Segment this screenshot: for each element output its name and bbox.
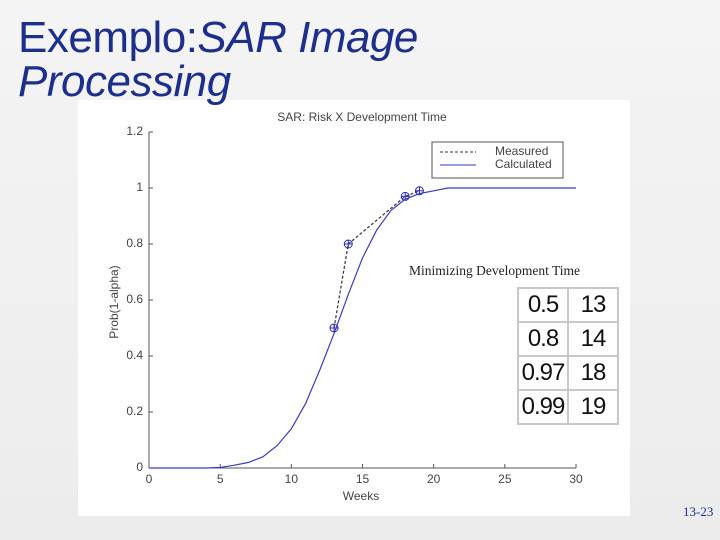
legend-label: Calculated [495,157,552,171]
x-tick-label: 15 [356,472,370,486]
x-tick-label: 5 [217,472,224,486]
y-axis-label: Prob(1-alpha) [107,265,121,338]
table-row: 0.8 14 [517,321,619,357]
marker-plus [344,240,353,248]
y-tick-label: 0 [136,460,143,474]
x-tick-label: 10 [285,472,299,486]
legend-label: Measured [495,144,548,158]
slide-title: Exemplo:SAR Image Processing [18,16,508,104]
x-axis-label: Weeks [343,489,379,503]
x-tick-label: 30 [569,472,583,486]
legend-box [431,141,564,179]
marker [343,239,353,249]
data-table: 0.5 13 0.8 14 0.97 18 0.99 19 [517,287,619,425]
x-tick-label: 25 [498,472,512,486]
table-cell: 19 [567,389,619,425]
table-cell: 13 [567,287,619,323]
table-cell: 18 [567,355,619,391]
x-tick-label: 0 [146,472,153,486]
table-row: 0.97 18 [517,355,619,391]
title-text: SAR Image Processing [18,13,418,106]
series-line [149,187,576,469]
table-row: 0.99 19 [517,389,619,425]
table-row: 0.5 13 [517,287,619,323]
chart-title: SAR: Risk X Development Time [277,110,447,124]
table-cell: 0.97 [517,355,569,391]
y-tick-label: 0.2 [126,404,143,418]
series-line [333,190,420,329]
y-tick-label: 0.6 [126,292,143,306]
table-cell: 0.8 [517,321,569,357]
table-cell: 0.99 [517,389,569,425]
y-tick-label: 1 [136,180,143,194]
annotation: Minimizing Development Time [409,263,580,278]
y-tick-label: 1.2 [126,124,143,138]
table-cell: 0.5 [517,287,569,323]
x-tick-label: 20 [427,472,441,486]
y-tick-label: 0.8 [126,236,143,250]
title-prefix: Exemplo: [18,13,198,62]
y-tick-label: 0.4 [126,348,143,362]
table-cell: 14 [567,321,619,357]
page-number: 13-23 [683,504,714,519]
